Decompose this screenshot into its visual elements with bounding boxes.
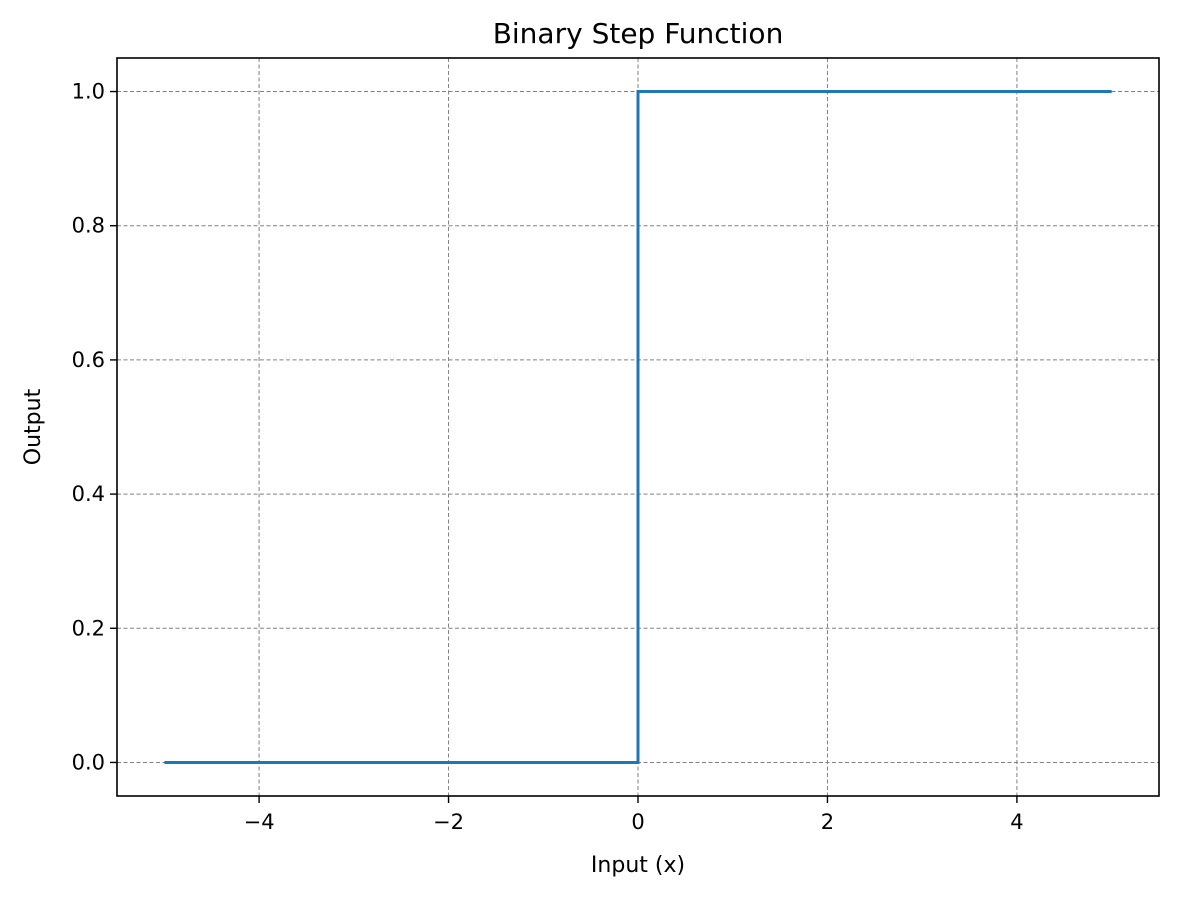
x-tick-label: 2 [821,810,834,834]
series-lines [164,90,1112,764]
y-tick-label: 0.4 [72,482,105,506]
x-axis-label: Input (x) [591,853,685,878]
x-tick-label: −2 [433,810,464,834]
step-function-line [164,90,1112,764]
x-tick-label: 0 [631,810,644,834]
y-tick-label: 0.8 [72,214,105,238]
y-tick-label: 0.2 [72,616,105,640]
y-tick-label: 1.0 [72,80,105,104]
x-tick-label: 4 [1010,810,1023,834]
x-axis-ticks: −4 −2 0 2 4 [244,796,1024,834]
y-tick-label: 0.6 [72,348,105,372]
y-axis-ticks: 0.0 0.2 0.4 0.6 0.8 1.0 [72,80,117,774]
x-tick-label: −4 [244,810,275,834]
chart-title: Binary Step Function [493,17,784,50]
y-axis-label: Output [21,388,46,465]
y-tick-label: 0.0 [72,750,105,774]
